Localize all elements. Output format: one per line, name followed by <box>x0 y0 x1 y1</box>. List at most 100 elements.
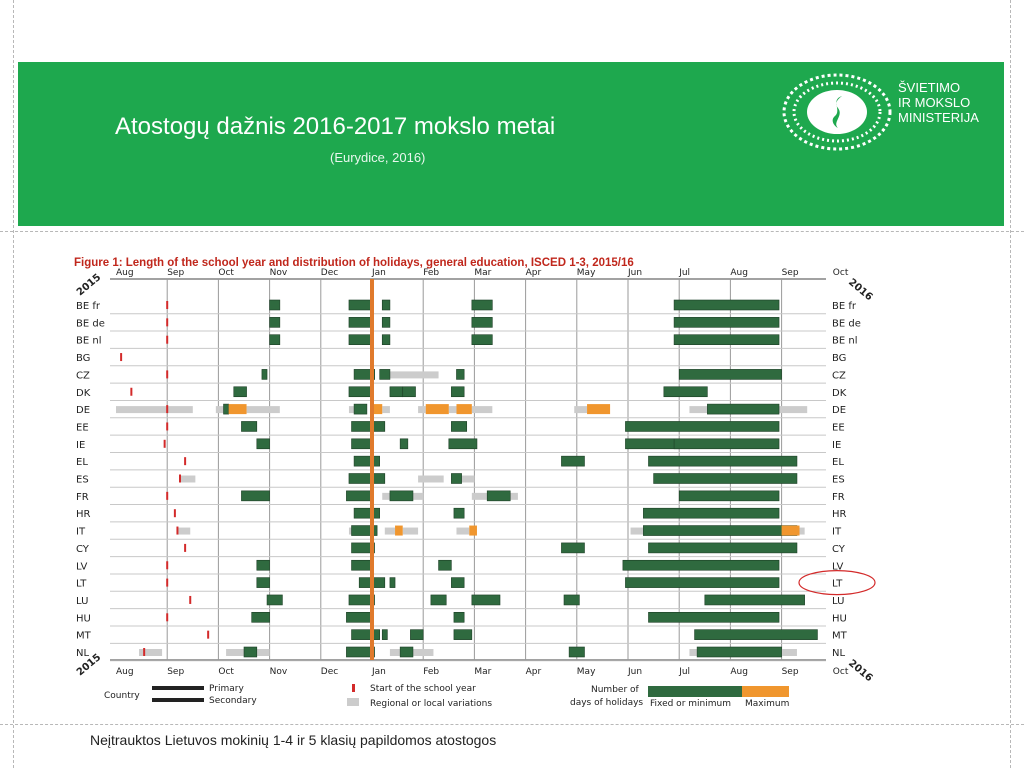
regional-variation-bar <box>456 527 470 535</box>
holiday-bar-fixed <box>448 438 478 450</box>
holiday-bar-maximum <box>587 404 611 415</box>
month-tick-label-bottom: Sep <box>167 667 184 677</box>
holiday-bar-fixed <box>673 317 780 328</box>
holiday-bar-fixed <box>663 386 708 398</box>
month-tick-label-bottom: Jun <box>627 667 642 677</box>
holiday-bar-fixed <box>561 542 585 554</box>
country-label-left: HR <box>76 509 91 520</box>
country-label-left: BE de <box>76 318 105 329</box>
month-tick-label-bottom: Dec <box>321 667 338 677</box>
school-start-marker <box>176 526 179 535</box>
country-label-right: IE <box>832 440 841 451</box>
holiday-bar-fixed <box>346 490 373 502</box>
holiday-bar-fixed <box>348 386 373 398</box>
country-label-left: CY <box>76 544 90 555</box>
legend-fixed-label: Fixed or minimum <box>650 699 731 709</box>
holiday-bar-fixed <box>643 507 780 519</box>
country-label-right: DK <box>832 388 847 399</box>
regional-variation-bar <box>448 406 462 414</box>
legend-regional-swatch <box>347 698 359 706</box>
holiday-bar-fixed <box>251 611 270 623</box>
page-guide-bottom <box>0 724 1024 725</box>
month-tick-label-top: Nov <box>270 268 288 278</box>
country-label-left: FR <box>76 492 89 503</box>
regional-variation-bar <box>215 406 224 414</box>
regional-variation-bar <box>418 406 426 414</box>
legend-primary-swatch <box>152 686 204 690</box>
holiday-bar-fixed <box>269 317 281 328</box>
header-banner <box>18 62 1004 226</box>
logo-line-2: IR MOKSLO <box>898 95 971 110</box>
holiday-bar-fixed <box>353 455 380 467</box>
legend-regional-label: Regional or local variations <box>370 699 492 709</box>
holiday-bar-fixed <box>351 525 378 536</box>
country-label-left: EL <box>76 457 88 468</box>
holiday-bar-fixed <box>453 611 465 623</box>
holiday-bar-fixed <box>346 611 373 623</box>
holiday-bar-fixed <box>622 559 780 571</box>
holiday-bar-fixed <box>678 490 780 502</box>
holiday-bar-fixed <box>451 386 465 398</box>
country-label-right: BE fr <box>832 301 857 312</box>
month-tick-label-top: Jul <box>678 268 690 278</box>
country-label-left: MT <box>76 631 92 642</box>
school-start-marker <box>166 301 169 309</box>
holiday-bar-fixed <box>348 594 375 606</box>
holiday-bar-fixed <box>348 473 386 484</box>
holiday-bar-fixed <box>223 403 229 415</box>
holiday-bar-fixed <box>389 490 414 502</box>
holiday-bar-fixed <box>438 559 452 571</box>
country-label-left: BE nl <box>76 336 101 347</box>
month-tick-label-top: Aug <box>730 268 748 278</box>
month-tick-label-top: Jun <box>627 268 642 278</box>
month-tick-label-top: Sep <box>782 268 799 278</box>
holiday-bar-fixed <box>351 421 386 432</box>
holiday-bar-fixed <box>648 455 798 467</box>
country-label-left: HU <box>76 613 91 624</box>
holiday-bar-fixed <box>353 507 380 519</box>
regional-variation-bar <box>384 527 396 535</box>
holiday-bar-fixed <box>348 299 373 311</box>
school-start-marker <box>166 422 169 431</box>
country-label-right: HR <box>832 509 847 520</box>
regional-variation-bar <box>348 406 355 414</box>
holiday-bar-fixed <box>471 594 501 606</box>
regional-variation-bar <box>630 527 644 535</box>
holiday-bar-fixed <box>346 646 375 658</box>
holiday-bar-fixed <box>379 369 391 380</box>
holiday-bar-fixed <box>648 611 780 623</box>
highlight-ellipse-lt <box>798 569 876 596</box>
regional-variation-bar <box>689 649 698 656</box>
country-label-right: MT <box>832 631 848 642</box>
slide-subtitle: (Eurydice, 2016) <box>330 150 426 165</box>
regional-variation-bar <box>382 406 390 414</box>
country-label-right: FR <box>832 492 845 503</box>
country-label-right: BE de <box>832 318 861 329</box>
holiday-bar-fixed <box>410 629 424 640</box>
legend-fixed-swatch <box>648 686 742 697</box>
logo-line-3: MINISTERIJA <box>898 110 979 125</box>
month-tick-label-bottom: Oct <box>218 667 234 677</box>
regional-variation-bar <box>256 649 270 656</box>
country-label-right: LT <box>832 579 843 590</box>
school-start-marker <box>166 578 169 587</box>
holiday-bar-fixed <box>673 438 780 450</box>
holiday-bar-fixed <box>568 646 585 658</box>
page-guide-right <box>1010 0 1011 768</box>
holiday-bar-fixed <box>241 490 270 502</box>
legend-start-swatch <box>352 684 355 692</box>
month-tick-label-bottom: Jan <box>371 667 386 677</box>
regional-variation-bar <box>779 406 808 414</box>
holiday-bar-fixed <box>453 507 465 519</box>
month-tick-label-top: Oct <box>833 268 849 278</box>
country-label-left: LV <box>76 561 87 572</box>
holiday-bar-fixed <box>256 577 270 588</box>
month-tick-label-top: Jan <box>371 268 386 278</box>
holiday-bar-fixed <box>348 317 373 328</box>
holiday-bar-fixed <box>648 542 798 554</box>
regional-variation-bar <box>412 649 434 656</box>
holiday-bar-fixed <box>471 299 493 311</box>
holiday-bar-fixed <box>269 334 281 346</box>
regional-variation-bar <box>226 649 244 656</box>
school-start-marker <box>166 370 169 379</box>
